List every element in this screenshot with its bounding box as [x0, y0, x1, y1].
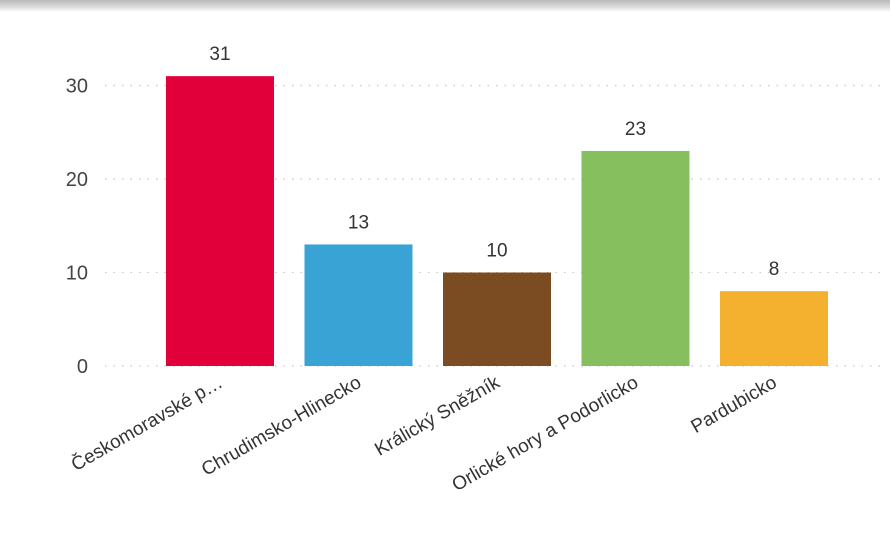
- bar: [720, 291, 828, 366]
- x-tick-label: Pardubicko: [688, 372, 781, 438]
- data-label: 13: [348, 212, 369, 233]
- data-label: 10: [486, 241, 507, 262]
- x-tick-label: Králický Sněžník: [371, 372, 504, 461]
- bar: [443, 272, 551, 366]
- y-tick-label: 20: [66, 169, 88, 191]
- y-tick-label: 0: [77, 356, 88, 378]
- bar: [166, 76, 274, 367]
- data-label: 8: [769, 259, 780, 280]
- data-label: 23: [625, 119, 646, 140]
- data-label: 31: [209, 44, 230, 65]
- card-top-shadow: [0, 0, 890, 12]
- bar: [304, 244, 413, 366]
- y-tick-label: 30: [66, 76, 88, 98]
- bar: [581, 150, 690, 366]
- y-tick-label: 10: [66, 263, 88, 285]
